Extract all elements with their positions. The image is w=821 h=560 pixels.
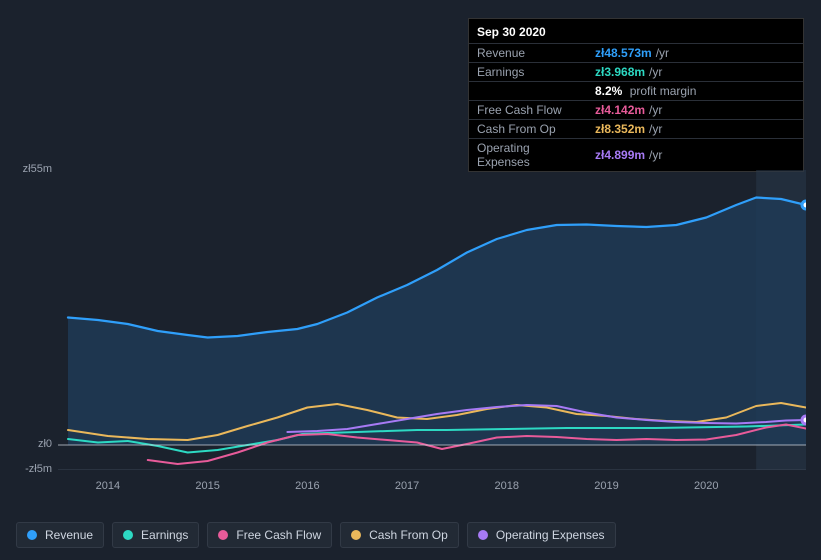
legend-swatch	[351, 530, 361, 540]
y-axis-label: zł0	[16, 438, 52, 450]
tooltip-row-label: Earnings	[469, 63, 587, 82]
x-axis-label: 2019	[594, 480, 618, 492]
legend-label: Revenue	[45, 528, 93, 542]
legend-label: Operating Expenses	[496, 528, 605, 542]
legend-label: Free Cash Flow	[236, 528, 321, 542]
legend-swatch	[218, 530, 228, 540]
x-axis-label: 2020	[694, 480, 718, 492]
legend-item[interactable]: Free Cash Flow	[207, 522, 332, 548]
y-axis-label: -zł5m	[16, 463, 52, 475]
x-axis-label: 2017	[395, 480, 419, 492]
tooltip-row-value: zł48.573m/yr	[587, 44, 803, 63]
chart-plot[interactable]	[58, 170, 806, 470]
x-axis-label: 2018	[495, 480, 519, 492]
x-axis-label: 2016	[295, 480, 319, 492]
x-axis-label: 2014	[96, 480, 120, 492]
legend-swatch	[123, 530, 133, 540]
tooltip-row-label: Cash From Op	[469, 120, 587, 139]
legend-item[interactable]: Operating Expenses	[467, 522, 616, 548]
y-axis-label: zł55m	[16, 163, 52, 175]
tooltip-row-value: zł8.352m/yr	[587, 120, 803, 139]
legend-swatch	[478, 530, 488, 540]
legend-swatch	[27, 530, 37, 540]
tooltip-row-value: zł3.968m/yr	[587, 63, 803, 82]
tooltip-row-value: zł4.142m/yr	[587, 101, 803, 120]
chart-legend: Revenue Earnings Free Cash Flow Cash From O…	[16, 522, 616, 548]
x-axis-label: 2015	[195, 480, 219, 492]
tooltip-row-label	[469, 82, 587, 101]
tooltip-row-label: Revenue	[469, 44, 587, 63]
chart-tooltip: Sep 30 2020 Revenuezł48.573m/yrEarningsz…	[468, 18, 804, 172]
legend-item[interactable]: Revenue	[16, 522, 104, 548]
tooltip-date: Sep 30 2020	[469, 23, 803, 43]
legend-label: Earnings	[141, 528, 188, 542]
chart-container: zł55m zł0 -zł5m 2014 2015 2016 2017 2018 2019 20…	[16, 150, 806, 505]
legend-label: Cash From Op	[369, 528, 448, 542]
tooltip-row-label: Free Cash Flow	[469, 101, 587, 120]
tooltip-row-value: 8.2% profit margin	[587, 82, 803, 101]
legend-item[interactable]: Cash From Op	[340, 522, 459, 548]
legend-item[interactable]: Earnings	[112, 522, 199, 548]
